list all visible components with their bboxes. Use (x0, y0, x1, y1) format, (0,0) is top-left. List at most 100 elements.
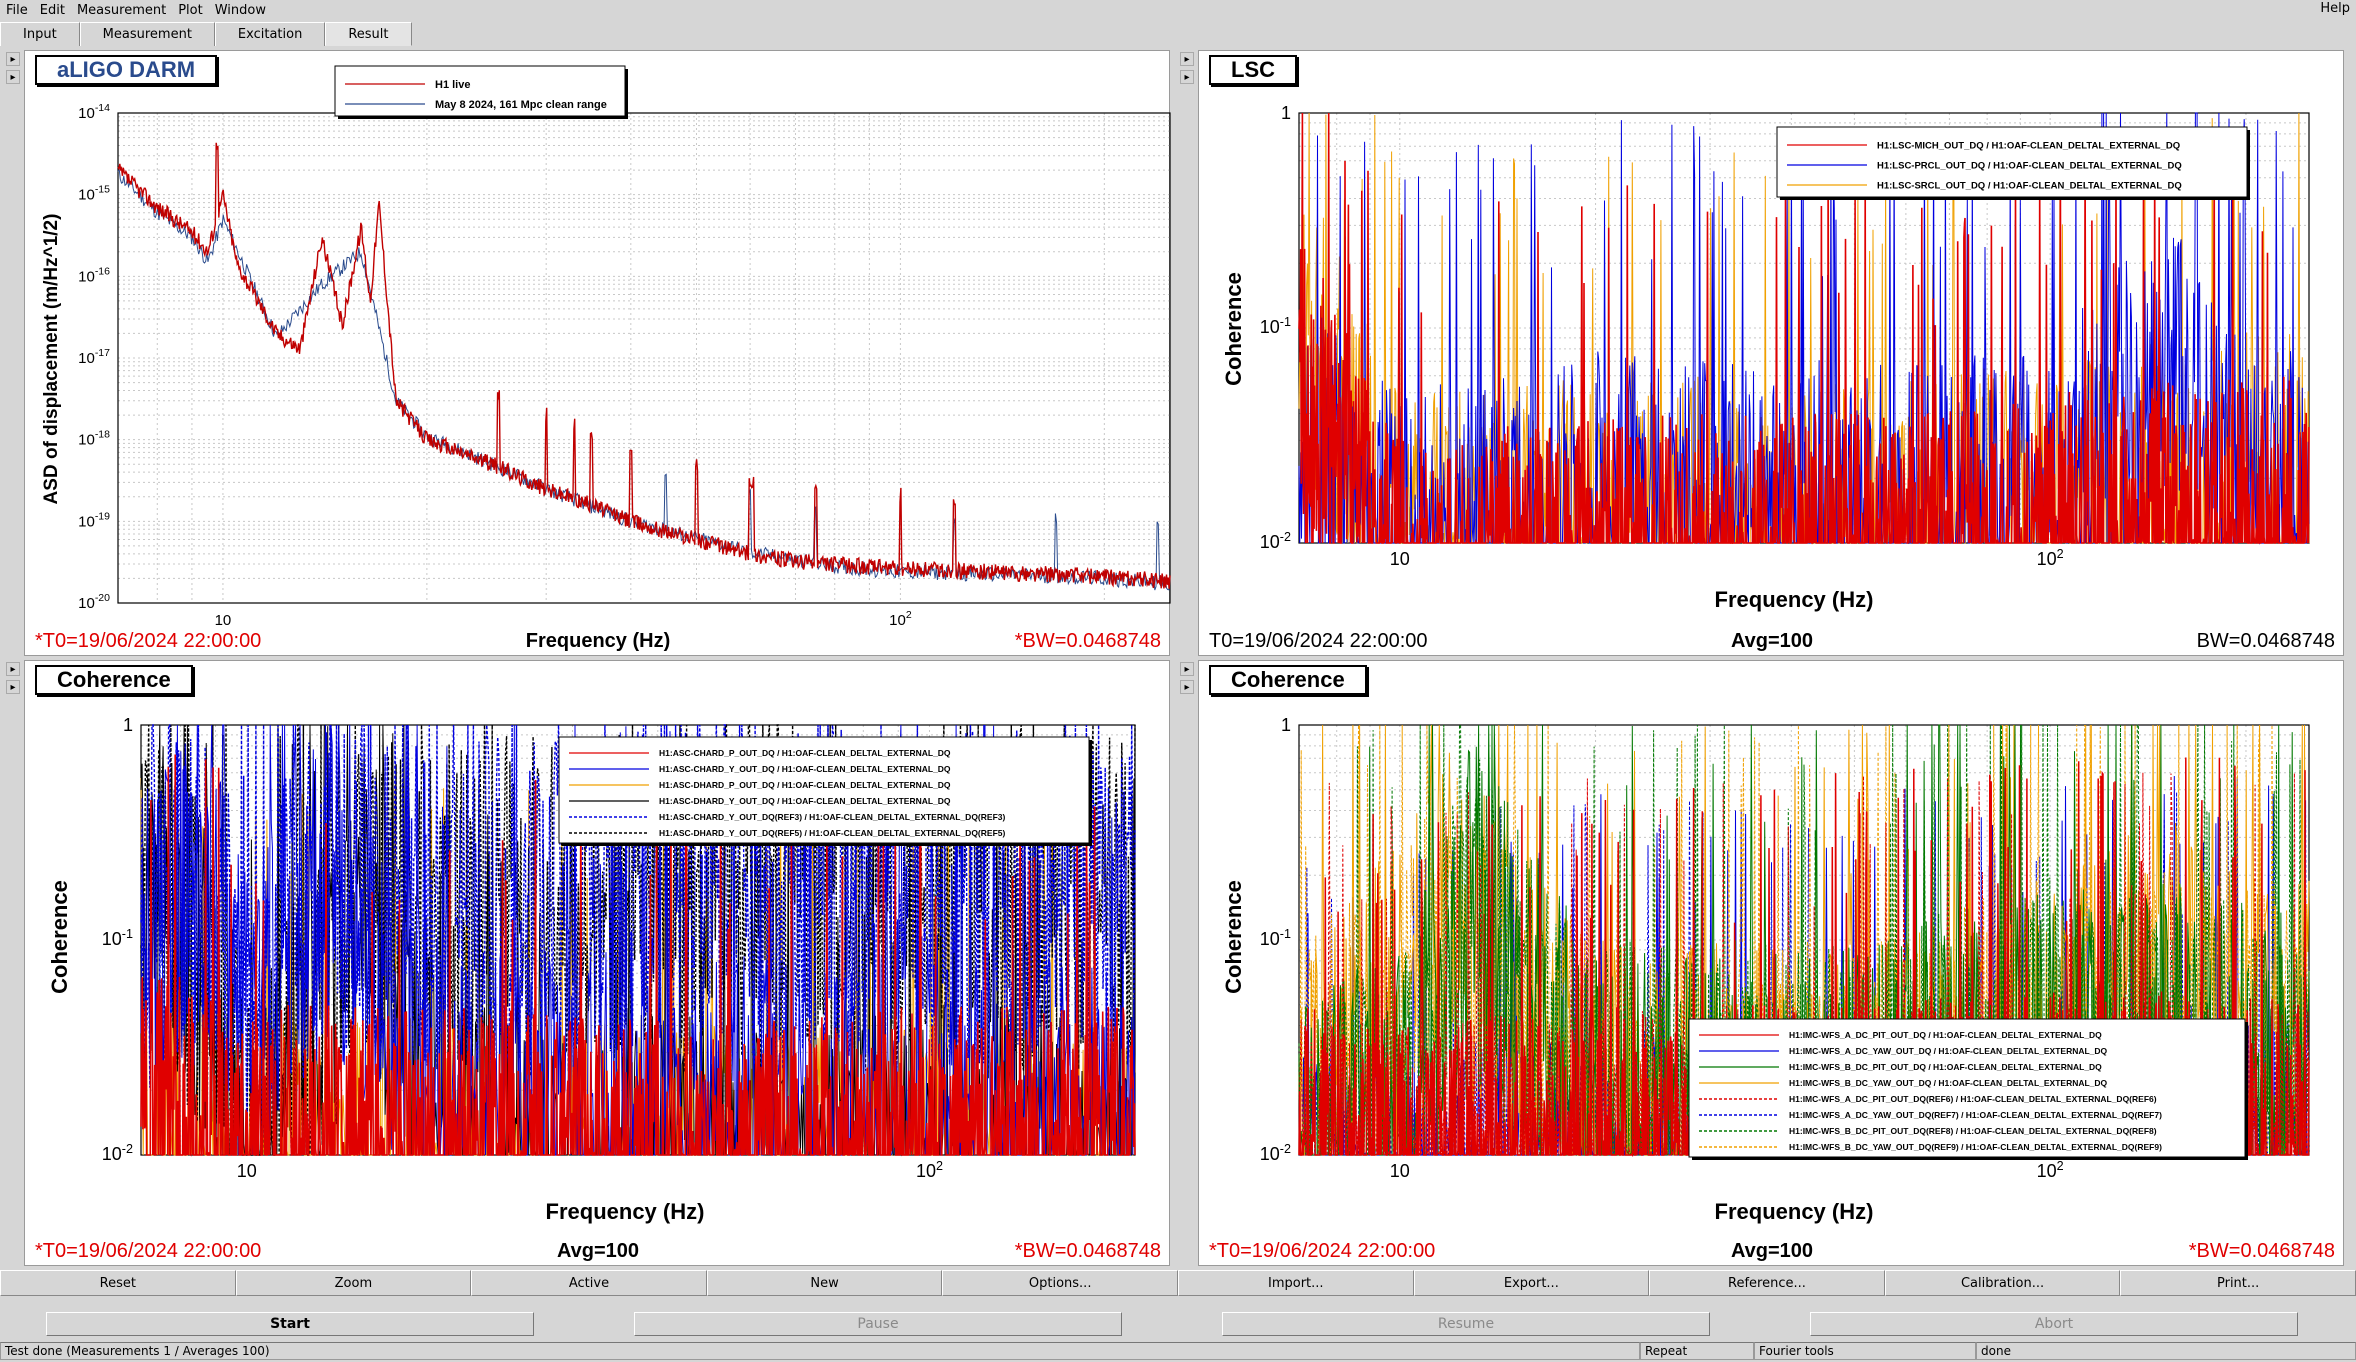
options-button[interactable]: Options... (942, 1270, 1178, 1296)
new-button[interactable]: New (706, 1270, 943, 1296)
pad4-option-arrow[interactable]: ▸ (1180, 662, 1194, 676)
darm-ytick-label: 10-20 (78, 592, 110, 612)
imc-legend-label: H1:IMC-WFS_B_DC_YAW_OUT_DQ(REF9) / H1:OA… (1789, 1142, 2162, 1152)
darm-ytick: 10-14 (78, 102, 110, 122)
chart-imc-coherence: 1 10-1 10-2 10 102 Coherence Frequency (Hz) H1:… (1209, 715, 2335, 1262)
imc-series-line (1298, 724, 2310, 1156)
imc-footer-t0: *T0=19/06/2024 22:00:00 (1209, 1240, 1435, 1262)
darm-footer-t0: *T0=19/06/2024 22:00:00 (35, 630, 261, 652)
plot-button-row: Reset Zoom Active New Options... Import.… (0, 1270, 2356, 1296)
asc-legend-label: H1:ASC-DHARD_P_OUT_DQ / H1:OAF-CLEAN_DEL… (659, 780, 951, 790)
tab-input[interactable]: Input (0, 22, 80, 46)
lsc-footer-t0: T0=19/06/2024 22:00:00 (1209, 630, 1428, 652)
lsc-legend-label: H1:LSC-SRCL_OUT_DQ / H1:OAF-CLEAN_DELTAL… (1877, 180, 2182, 191)
calibration-button[interactable]: Calibration... (1884, 1270, 2121, 1296)
menu-help[interactable]: Help (2320, 1, 2350, 16)
chart-darm: 10-14 10-15 10-16 10-17 10-18 10-19 10-20 10 102… (35, 65, 1171, 652)
asc-series-line (140, 754, 1136, 1157)
asc-xlabel: Frequency (Hz) (546, 1199, 705, 1224)
lsc-legend-label: H1:LSC-MICH_OUT_DQ / H1:OAF-CLEAN_DELTAL… (1877, 140, 2180, 151)
chart-asc-coherence: 1 10-1 10-2 10 102 Coherence Frequency (Hz) H1:… (35, 715, 1161, 1262)
asc-ytick-label: 10-2 (102, 1142, 133, 1164)
darm-ytick: 10-18 (78, 429, 110, 449)
asc-ytick: 10-1 (102, 927, 133, 949)
status-state: done (1976, 1342, 2356, 1360)
darm-ytick: 10-17 (78, 347, 110, 367)
lsc-series-line (1298, 112, 2310, 544)
imc-legend-label: H1:IMC-WFS_A_DC_PIT_OUT_DQ / H1:OAF-CLEA… (1789, 1030, 2102, 1040)
asc-legend-label: H1:ASC-CHARD_P_OUT_DQ / H1:OAF-CLEAN_DEL… (659, 748, 951, 758)
pad-title-imc-coherence: Coherence (1209, 665, 1367, 695)
plot-pad-darm[interactable]: aLIGO DARM 10-14 10-15 10-16 10-17 10-18 10-1… (24, 50, 1171, 656)
tab-bar: Input Measurement Excitation Result (0, 22, 412, 46)
import-button[interactable]: Import... (1177, 1270, 1414, 1296)
plot-pad-asc-coherence[interactable]: Coherence 1 10-1 10-2 10 102 Coherence Frequen… (24, 660, 1170, 1266)
plot-pad-imc-coherence[interactable]: Coherence 1 10-1 10-2 10 102 Coherence Frequen… (1198, 660, 2344, 1266)
asc-ylabel: Coherence (47, 880, 72, 994)
darm-ytick-label: 10-15 (78, 184, 110, 204)
darm-grid (117, 112, 1170, 604)
pad-title-lsc: LSC (1209, 55, 1297, 85)
imc-legend-label: H1:IMC-WFS_B_DC_YAW_OUT_DQ / H1:OAF-CLEA… (1789, 1078, 2108, 1088)
pad1-option-arrow-2[interactable]: ▸ (6, 70, 20, 84)
imc-legend-label: H1:IMC-WFS_B_DC_PIT_OUT_DQ / H1:OAF-CLEA… (1789, 1062, 2102, 1072)
abort-button[interactable]: Abort (1810, 1312, 2298, 1336)
pause-button[interactable]: Pause (634, 1312, 1122, 1336)
lsc-ytick: 10-2 (1260, 530, 1291, 552)
asc-legend-label: H1:ASC-CHARD_Y_OUT_DQ / H1:OAF-CLEAN_DEL… (659, 764, 951, 774)
darm-ylabel: ASD of displacement (m/Hz^1/2) (41, 214, 62, 505)
menu-file[interactable]: File (6, 2, 28, 18)
asc-legend-box (558, 736, 1090, 844)
measurement-control-row: Start Pause Resume Abort (0, 1306, 2356, 1340)
pad1-option-arrow[interactable]: ▸ (6, 52, 20, 66)
asc-xtick-label: 102 (916, 1159, 943, 1181)
lsc-xtick-label: 10 (1390, 549, 1410, 569)
active-button[interactable]: Active (471, 1270, 707, 1296)
tab-result[interactable]: Result (325, 22, 412, 46)
darm-ytick-label: 10-19 (78, 510, 110, 530)
reference-button[interactable]: Reference... (1649, 1270, 1885, 1296)
pad2-option-arrow[interactable]: ▸ (1180, 52, 1194, 66)
pad3-option-arrow-2[interactable]: ▸ (6, 680, 20, 694)
imc-ytick-label: 1 (1281, 715, 1291, 735)
export-button[interactable]: Export... (1413, 1270, 1650, 1296)
menu-window[interactable]: Window (214, 2, 266, 18)
darm-ytick-label: 10-14 (78, 102, 110, 122)
reset-button[interactable]: Reset (0, 1270, 236, 1296)
darm-xtick-label: 102 (889, 609, 912, 629)
pad-title-darm: aLIGO DARM (35, 55, 218, 85)
resume-button[interactable]: Resume (1222, 1312, 1710, 1336)
tab-measurement[interactable]: Measurement (79, 22, 215, 46)
darm-ytick: 10-16 (78, 265, 110, 285)
darm-ytick-label: 10-18 (78, 429, 110, 449)
lsc-ytick: 1 (1281, 103, 1291, 123)
start-button[interactable]: Start (46, 1312, 534, 1336)
imc-legend-label: H1:IMC-WFS_B_DC_PIT_OUT_DQ(REF8) / H1:OA… (1789, 1126, 2157, 1136)
print-button[interactable]: Print... (2120, 1270, 2356, 1296)
asc-legend-label: H1:ASC-DHARD_Y_OUT_DQ(REF5) / H1:OAF-CLE… (659, 828, 1005, 838)
lsc-ytick-label: 10-2 (1260, 530, 1291, 552)
pad2-option-arrow-2[interactable]: ▸ (1180, 70, 1194, 84)
pad3-option-arrow[interactable]: ▸ (6, 662, 20, 676)
darm-series-live (117, 142, 1171, 589)
imc-ylabel: Coherence (1221, 880, 1246, 994)
darm-legend-label: H1 live (435, 79, 470, 91)
darm-frame (117, 112, 1171, 604)
asc-xtick-label: 10 (237, 1161, 257, 1181)
imc-footer-bw: *BW=0.0468748 (2189, 1240, 2335, 1262)
imc-ytick: 10-2 (1260, 1142, 1291, 1164)
menu-bar: File Edit Measurement Plot Window Help (0, 0, 2356, 20)
imc-xtick-label: 10 (1390, 1161, 1410, 1181)
tab-excitation[interactable]: Excitation (214, 22, 326, 46)
menu-plot[interactable]: Plot (178, 2, 203, 18)
imc-xtick-label: 102 (2037, 1159, 2064, 1181)
plot-pad-lsc[interactable]: LSC 1 10-1 10-2 10 102 Coherence Frequency (Hz… (1198, 50, 2344, 656)
zoom-button[interactable]: Zoom (235, 1270, 472, 1296)
imc-ytick-label: 10-1 (1260, 927, 1291, 949)
asc-ytick: 10-2 (102, 1142, 133, 1164)
lsc-legend-label: H1:LSC-PRCL_OUT_DQ / H1:OAF-CLEAN_DELTAL… (1877, 160, 2182, 171)
menu-measurement[interactable]: Measurement (76, 2, 167, 18)
pad4-option-arrow-2[interactable]: ▸ (1180, 680, 1194, 694)
menu-edit[interactable]: Edit (39, 2, 65, 18)
lsc-ylabel: Coherence (1221, 272, 1246, 386)
